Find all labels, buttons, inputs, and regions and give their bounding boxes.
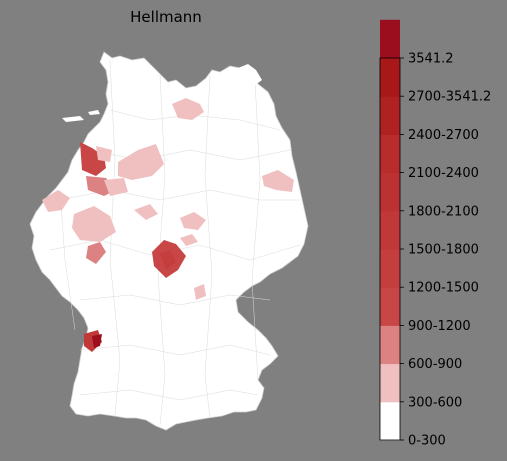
colorbar-band <box>380 249 400 288</box>
north-sea-islands <box>62 110 100 122</box>
colorbar-tick-label: 1200-1500 <box>408 281 479 296</box>
germany-map <box>29 51 309 431</box>
district-hamburg <box>172 98 204 120</box>
district-siegen <box>86 242 106 264</box>
district-muenster <box>96 146 112 162</box>
district-bielefeld <box>104 178 128 196</box>
colorbar-band <box>380 19 400 59</box>
colorbar-tick-label: 600-900 <box>408 357 462 372</box>
map-title: Hellmann <box>130 8 202 26</box>
district-gera <box>180 234 198 246</box>
colorbar-band <box>380 172 400 212</box>
district-emsland <box>80 142 106 176</box>
colorbar-band <box>380 325 400 365</box>
district-sauerland <box>72 206 116 242</box>
colorbar-tick-label: 300-600 <box>408 395 462 410</box>
district-cottbus <box>262 170 294 192</box>
colorbar-tick-label: 3541.2 <box>408 52 454 67</box>
colorbar-tick-label: 2700-3541.2 <box>408 90 491 105</box>
colorbar-band <box>380 134 400 174</box>
district-ruhr <box>42 190 70 212</box>
colorbar-band <box>380 58 400 97</box>
colorbar-tick-label: 900-1200 <box>408 319 471 334</box>
baltic-islands <box>238 64 262 86</box>
district-landau <box>92 334 102 348</box>
colorbar-tick-label: 2400-2700 <box>408 128 479 143</box>
germany-outline <box>29 51 309 431</box>
colorbar-band <box>380 287 400 326</box>
district-kassel <box>134 204 158 220</box>
colorbar-tick-label: 1500-1800 <box>408 243 479 258</box>
district-hof <box>194 284 206 300</box>
colorbar-band <box>380 96 400 135</box>
highlighted-districts <box>42 98 294 352</box>
district-hannover-belt <box>118 144 164 180</box>
colorbar-tick-label: 2100-2400 <box>408 166 479 181</box>
colorbar-band <box>380 363 400 403</box>
district-thuringia-core <box>160 250 176 270</box>
colorbar-band <box>380 210 400 250</box>
colorbar-tick-label: 1800-2100 <box>408 204 479 219</box>
colorbar-legend: 0-300 300-600 600-900 900-1200 1200-1500 1500… <box>379 19 491 449</box>
colorbar-bands <box>380 19 400 441</box>
colorbar-tick-label: 0-300 <box>408 434 446 449</box>
colorbar-ticks: 0-300 300-600 600-900 900-1200 1200-1500 1500… <box>400 52 491 449</box>
district-goettingen <box>180 212 206 230</box>
colorbar-band <box>380 401 400 441</box>
